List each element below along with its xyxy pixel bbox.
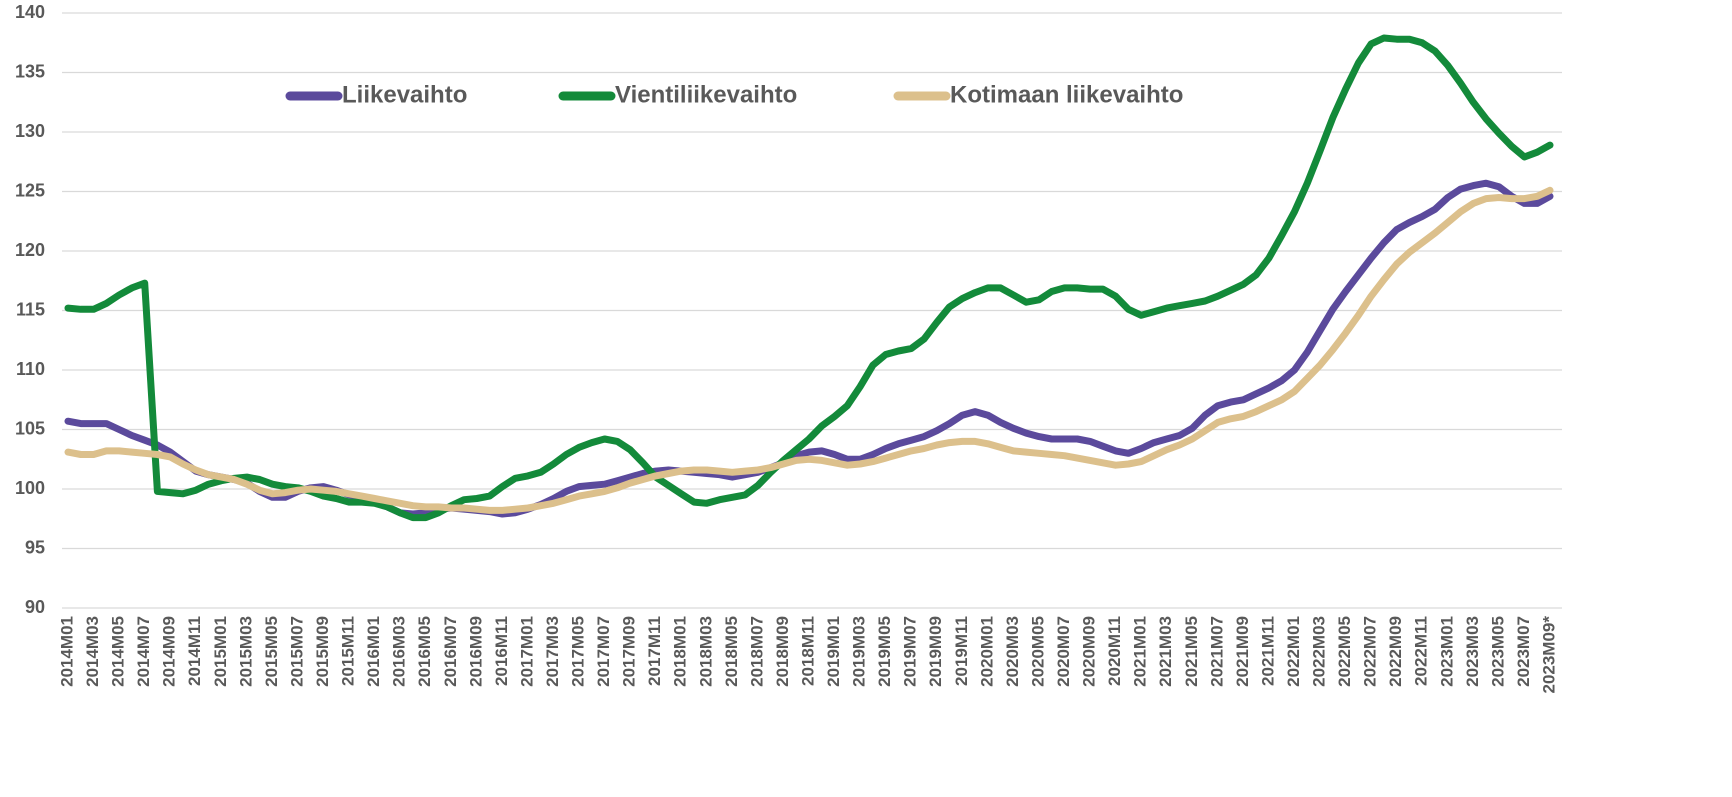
x-tick-label: 2022M07: [1361, 616, 1380, 687]
x-tick-label: 2023M01: [1437, 616, 1456, 687]
x-tick-label: 2022M11: [1412, 616, 1431, 686]
x-tick-label: 2019M11: [952, 616, 971, 686]
y-tick-label: 140: [15, 2, 45, 22]
x-tick-label: 2017M01: [517, 616, 536, 687]
y-tick-label: 135: [15, 61, 45, 81]
x-tick-label: 2021M07: [1207, 616, 1226, 687]
y-tick-label: 105: [15, 418, 45, 438]
x-tick-label: 2020M01: [977, 616, 996, 687]
y-tick-label: 100: [15, 478, 45, 498]
y-tick-label: 120: [15, 240, 45, 260]
x-tick-label: 2022M05: [1335, 616, 1354, 687]
x-tick-label: 2018M01: [671, 616, 690, 687]
x-tick-label: 2014M07: [134, 616, 153, 687]
x-tick-label: 2022M01: [1284, 616, 1303, 687]
x-tick-label: 2023M09*: [1539, 616, 1558, 694]
x-tick-label: 2021M09: [1233, 616, 1252, 687]
x-tick-label: 2015M11: [339, 616, 358, 686]
x-tick-label: 2020M05: [1028, 616, 1047, 687]
legend-label: Liikevaihto: [342, 81, 467, 108]
x-tick-label: 2018M05: [722, 616, 741, 687]
x-tick-label: 2018M03: [696, 616, 715, 687]
x-tick-label: 2021M01: [1131, 616, 1150, 687]
y-tick-label: 90: [25, 597, 45, 617]
x-tick-label: 2021M03: [1156, 616, 1175, 687]
x-tick-label: 2015M01: [211, 616, 230, 687]
x-tick-label: 2018M09: [773, 616, 792, 687]
x-tick-label: 2020M09: [1080, 616, 1099, 687]
x-tick-label: 2015M07: [287, 616, 306, 687]
y-tick-label: 125: [15, 180, 45, 200]
x-tick-label: 2020M07: [1054, 616, 1073, 687]
x-tick-label: 2023M07: [1514, 616, 1533, 687]
y-tick-label: 110: [16, 359, 45, 379]
y-tick-label: 95: [25, 537, 45, 557]
x-tick-label: 2014M09: [160, 616, 179, 687]
x-tick-label: 2023M03: [1463, 616, 1482, 687]
x-tick-label: 2022M03: [1310, 616, 1329, 687]
x-tick-label: 2014M05: [109, 616, 128, 687]
x-tick-label: 2017M03: [543, 616, 562, 687]
x-tick-label: 2016M11: [492, 616, 511, 686]
x-tick-label: 2019M09: [926, 616, 945, 687]
x-tick-label: 2019M05: [875, 616, 894, 687]
x-tick-label: 2020M03: [1003, 616, 1022, 687]
y-tick-label: 130: [15, 121, 45, 141]
x-tick-label: 2016M05: [415, 616, 434, 687]
series-line: [64, 186, 1554, 514]
x-tick-label: 2014M11: [185, 616, 204, 686]
y-tick-label: 115: [16, 299, 45, 319]
x-tick-label: 2018M11: [798, 616, 817, 686]
x-tick-label: 2019M03: [850, 616, 869, 687]
x-tick-label: 2017M11: [645, 616, 664, 686]
x-tick-label: 2016M09: [466, 616, 485, 687]
x-tick-label: 2017M07: [594, 616, 613, 687]
legend-label: Vientiliikevaihto: [615, 81, 797, 108]
x-tick-label: 2016M07: [441, 616, 460, 687]
x-tick-label: 2016M03: [390, 616, 409, 687]
x-tick-label: 2021M05: [1182, 616, 1201, 687]
x-tick-label: 2015M05: [262, 616, 281, 687]
x-tick-label: 2019M01: [824, 616, 843, 687]
x-tick-label: 2019M07: [901, 616, 920, 687]
x-tick-label: 2018M07: [747, 616, 766, 687]
x-tick-label: 2021M11: [1258, 616, 1277, 686]
x-tick-label: 2017M05: [569, 616, 588, 687]
x-tick-label: 2014M03: [83, 616, 102, 687]
x-tick-label: 2015M09: [313, 616, 332, 687]
x-tick-label: 2022M09: [1386, 616, 1405, 687]
legend-label: Kotimaan liikevaihto: [950, 81, 1183, 108]
x-tick-label: 2017M09: [620, 616, 639, 687]
x-tick-label: 2023M05: [1488, 616, 1507, 687]
series-line: [64, 179, 1554, 518]
x-tick-label: 2016M01: [364, 616, 383, 687]
x-tick-label: 2015M03: [236, 616, 255, 687]
series-line: [64, 34, 1554, 522]
x-tick-label: 2020M11: [1105, 616, 1124, 686]
x-tick-label: 2014M01: [57, 616, 76, 687]
